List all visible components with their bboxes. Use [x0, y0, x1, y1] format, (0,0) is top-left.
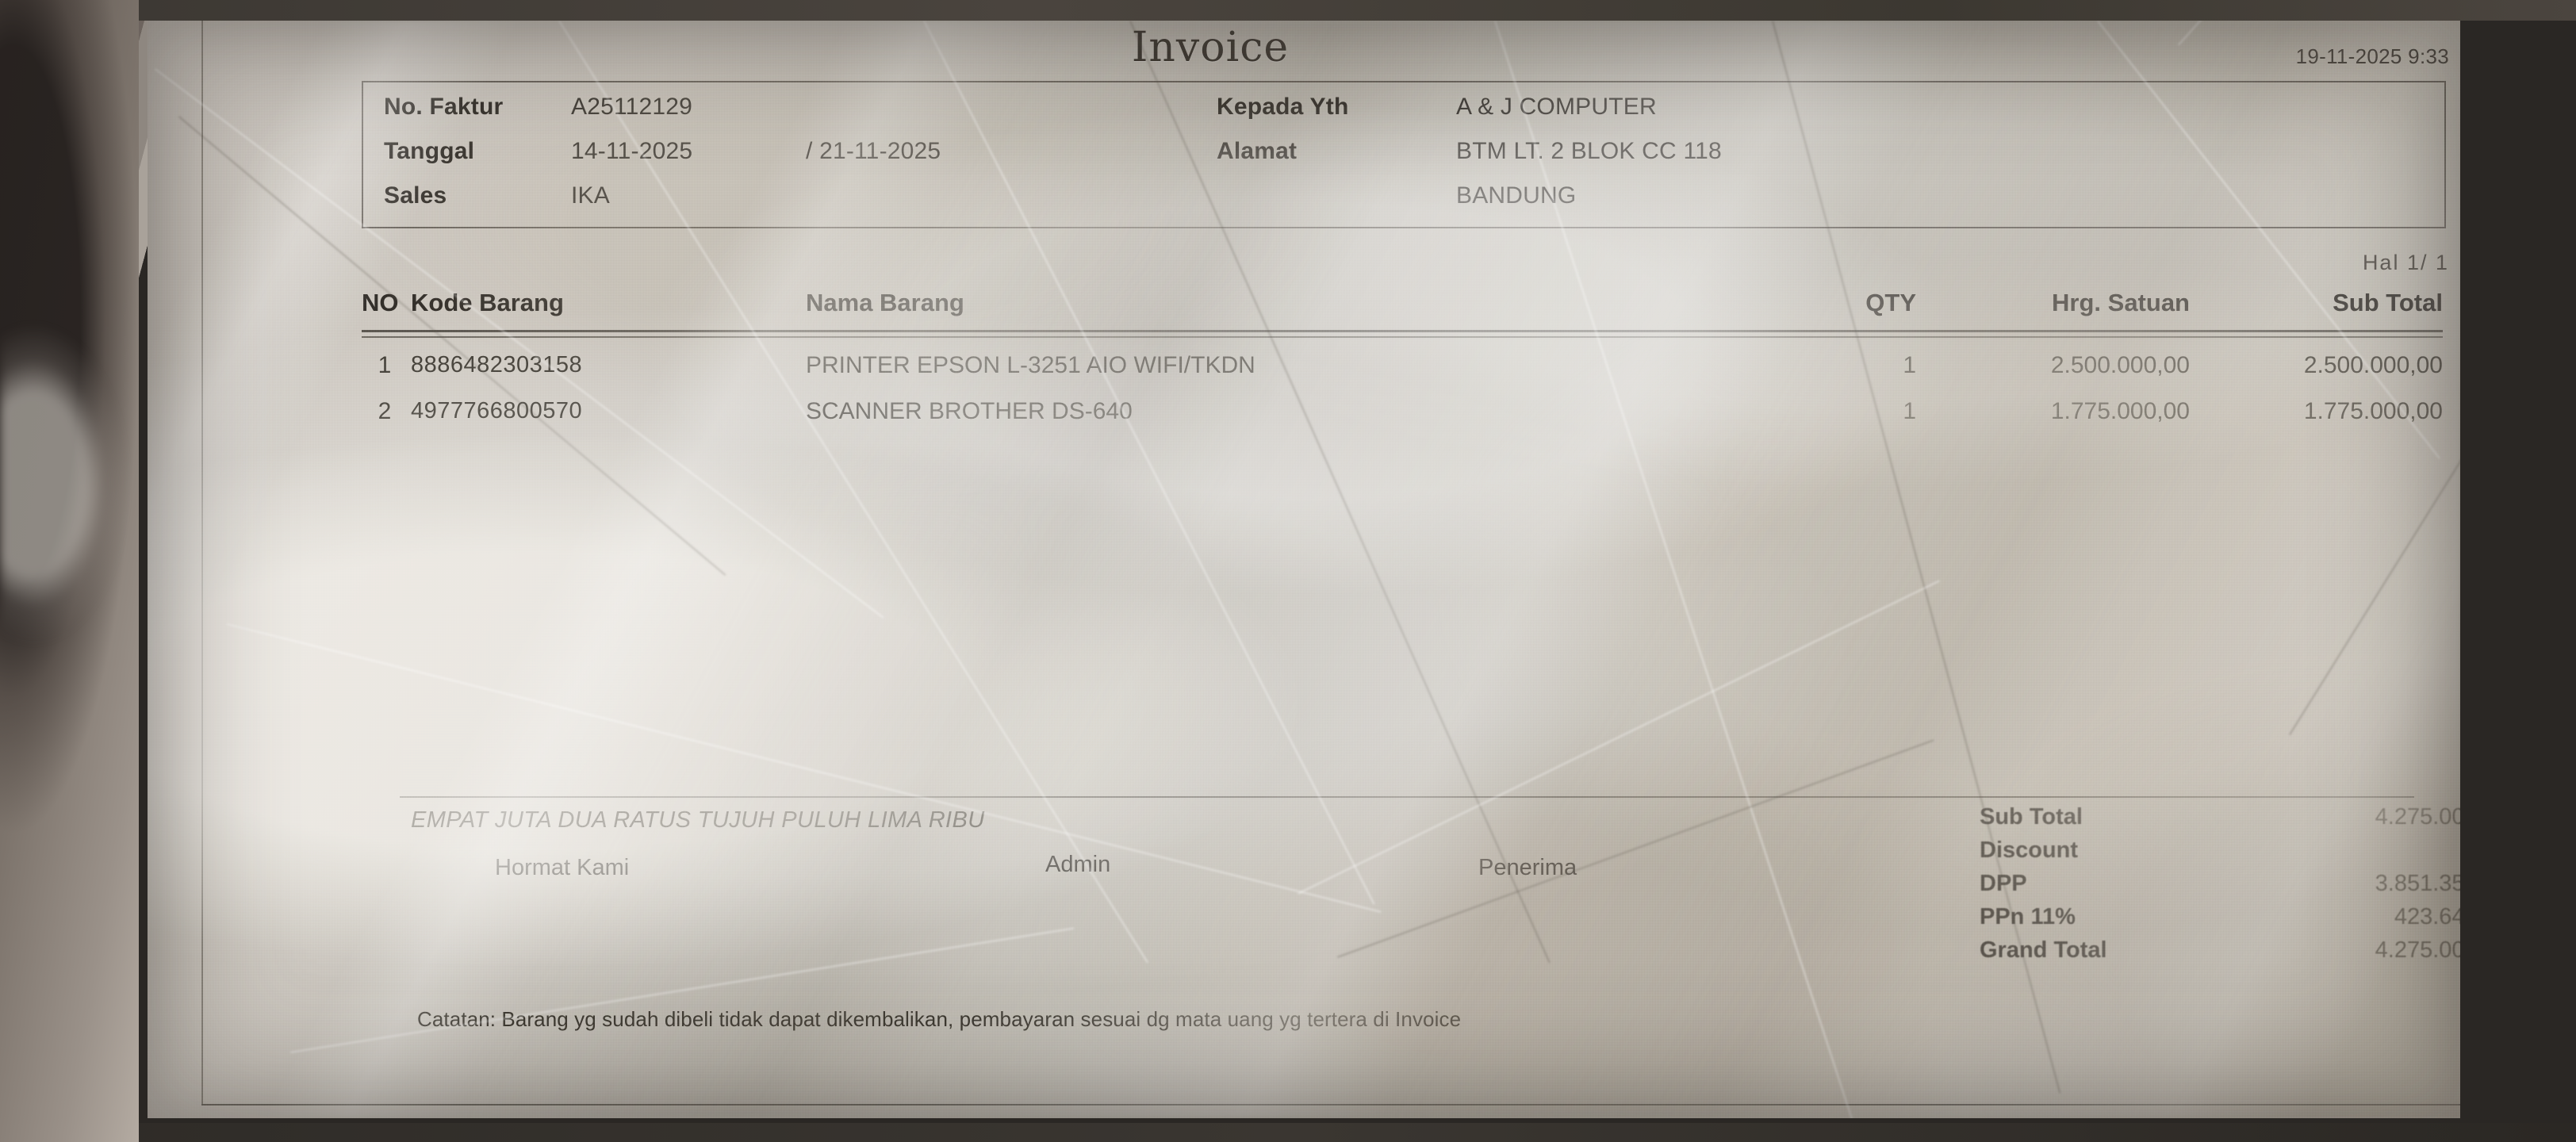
signature-label-right: Penerima [1478, 855, 1577, 880]
cell-no: 2 [378, 398, 392, 424]
photo-left-glare [0, 262, 167, 706]
invoice-screen: Invoice 19-11-2025 9:33 No. Faktur A2511… [148, 21, 2460, 1118]
label-sales: Sales [384, 182, 447, 209]
invoice-document: Invoice 19-11-2025 9:33 No. Faktur A2511… [203, 21, 2460, 1106]
cell-no: 1 [378, 352, 392, 378]
total-amount: 4.275.000,00 [2375, 804, 2460, 830]
label-invoice-no: No. Faktur [384, 94, 504, 120]
label-date: Tanggal [384, 138, 475, 164]
column-header-name: Nama Barang [806, 289, 964, 316]
total-row: Discount 0,00 [1980, 837, 2460, 871]
signature-label-center: Admin [1045, 852, 1111, 877]
value-address-line1: BTM LT. 2 BLOK CC 118 [1456, 138, 1722, 164]
label-recipient: Kepada Yth [1217, 94, 1349, 120]
print-timestamp: 19-11-2025 9:33 [2295, 44, 2449, 68]
cell-qty: 1 [1903, 398, 1916, 424]
title-container: Invoice [853, 24, 1567, 71]
table-header-row: NO Kode Barang Nama Barang QTY Hrg. Satu… [362, 289, 2443, 327]
page-indicator: Hal 1/ 1 [2362, 251, 2449, 274]
cell-unit-price: 2.500.000,00 [2050, 352, 2190, 378]
total-row: DPP 3.851.351,35 [1980, 871, 2460, 904]
cell-subtotal: 1.775.000,00 [2303, 398, 2443, 424]
signature-label-left: Hormat Kami [495, 855, 630, 880]
value-address-line2: BANDUNG [1456, 182, 1577, 209]
total-label: Sub Total [1980, 804, 2083, 830]
table-row: 1 8886482303158 PRINTER EPSON L-3251 AIO… [362, 352, 2443, 389]
monitor-bottom-bezel [0, 1123, 2576, 1142]
value-date-to: / 21-11-2025 [806, 138, 941, 164]
value-invoice-no: A25112129 [571, 94, 693, 120]
total-row: Grand Total 4.275.000,00 [1980, 937, 2460, 971]
cell-subtotal: 2.500.000,00 [2303, 352, 2443, 378]
cell-name: SCANNER BROTHER DS-640 [806, 398, 1133, 424]
column-header-unit-price: Hrg. Satuan [2052, 289, 2190, 316]
total-amount: 4.275.000,00 [2375, 937, 2460, 963]
footer-rule [400, 796, 2414, 798]
total-label: Grand Total [1980, 937, 2107, 963]
cell-qty: 1 [1903, 352, 1916, 378]
monitor-top-bezel [0, 0, 2576, 21]
total-row: PPn 11% 423.648,65 [1980, 904, 2460, 937]
totals-block: Sub Total 4.275.000,00 Discount 0,00 DPP… [1980, 804, 2460, 971]
footer-note: Catatan: Barang yg sudah dibeli tidak da… [417, 1007, 1462, 1031]
cell-code: 8886482303158 [411, 352, 583, 377]
total-amount: 3.851.351,35 [2375, 871, 2460, 896]
cell-code: 4977766800570 [411, 398, 583, 423]
total-label: PPn 11% [1980, 904, 2076, 929]
cell-name: PRINTER EPSON L-3251 AIO WIFI/TKDN [806, 352, 1255, 378]
table-row: 2 4977766800570 SCANNER BROTHER DS-640 1… [362, 398, 2443, 435]
total-amount: 423.648,65 [2394, 904, 2460, 929]
label-address: Alamat [1217, 138, 1298, 164]
table-top-rule-2 [362, 336, 2443, 338]
cell-unit-price: 1.775.000,00 [2050, 398, 2190, 424]
value-date-from: 14-11-2025 [571, 138, 693, 164]
amount-in-words: EMPAT JUTA DUA RATUS TUJUH PULUH LIMA RI… [411, 807, 985, 833]
value-sales: IKA [571, 182, 610, 209]
column-header-code: Kode Barang [411, 289, 564, 316]
table-top-rule [362, 330, 2443, 332]
page-title: Invoice [1131, 24, 1290, 71]
value-recipient: A & J COMPUTER [1456, 94, 1657, 120]
total-row: Sub Total 4.275.000,00 [1980, 804, 2460, 837]
